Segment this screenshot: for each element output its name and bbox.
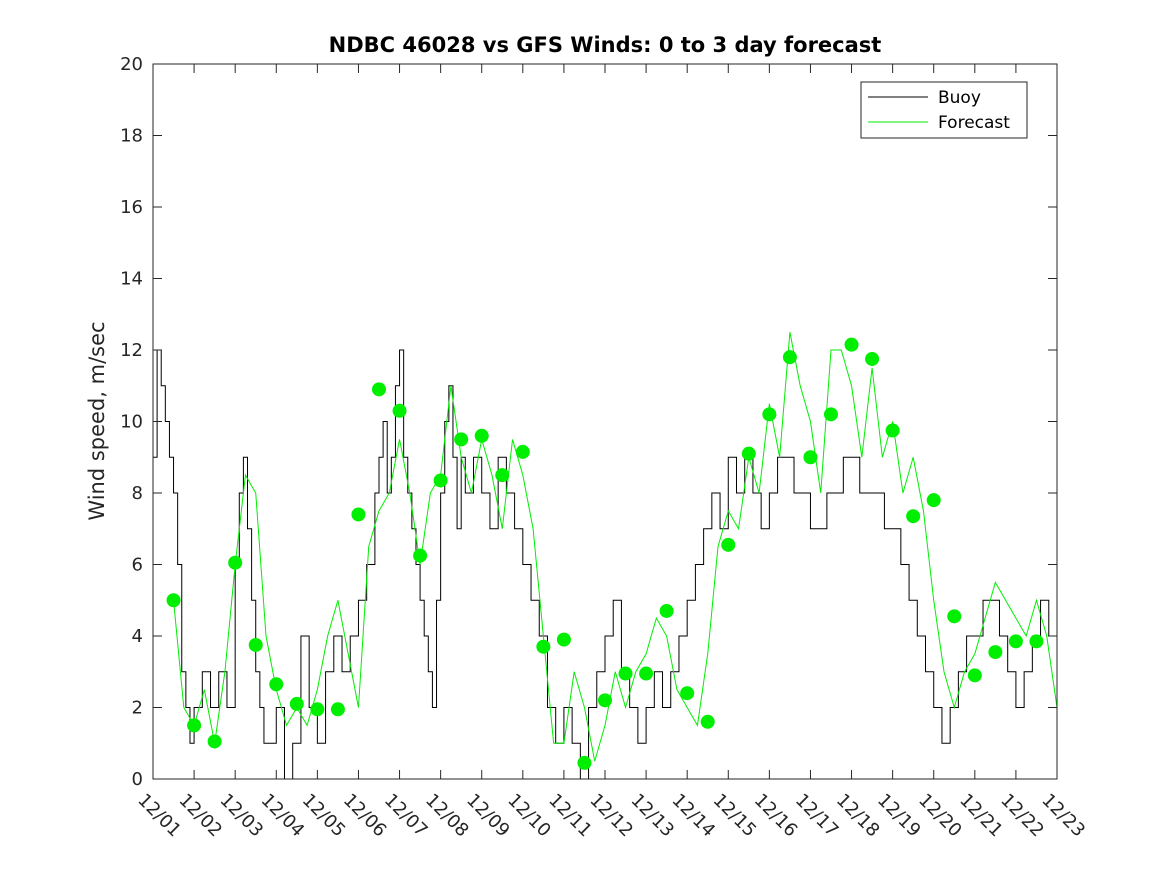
forecast-point	[536, 639, 551, 654]
forecast-point	[680, 686, 695, 701]
chart-title: NDBC 46028 vs GFS Winds: 0 to 3 day fore…	[329, 33, 882, 57]
forecast-point	[433, 473, 448, 488]
forecast-point	[885, 423, 900, 438]
forecast-point	[967, 668, 982, 683]
forecast-point	[639, 666, 654, 681]
y-tick-label: 8	[132, 483, 143, 504]
forecast-point	[248, 637, 263, 652]
forecast-point	[700, 714, 715, 729]
forecast-point	[207, 734, 222, 749]
forecast-point	[741, 446, 756, 461]
forecast-point	[824, 407, 838, 422]
y-tick-label: 0	[132, 769, 143, 790]
y-tick-label: 18	[120, 126, 143, 147]
forecast-point	[372, 382, 386, 397]
y-tick-label: 4	[132, 626, 143, 647]
forecast-point	[392, 403, 407, 418]
forecast-point	[310, 702, 325, 717]
forecast-point	[1008, 634, 1023, 649]
y-tick-label: 14	[120, 269, 143, 290]
marker-layer	[166, 337, 1044, 770]
forecast-point	[269, 677, 284, 692]
forecast-point	[926, 493, 941, 508]
forecast-point	[289, 696, 304, 711]
forecast-point	[495, 468, 510, 483]
forecast-point	[762, 407, 777, 422]
legend-box	[860, 81, 1028, 139]
y-tick-label: 16	[120, 197, 143, 218]
legend-forecast-label: Forecast	[938, 113, 1010, 133]
forecast-point	[228, 555, 243, 570]
forecast-point	[844, 337, 859, 352]
forecast-point	[721, 537, 736, 552]
y-tick-label: 20	[120, 54, 143, 75]
legend: Buoy Forecast	[860, 81, 1028, 139]
y-tick-label: 6	[132, 555, 143, 576]
forecast-point	[351, 507, 366, 522]
forecast-point	[413, 548, 428, 563]
legend-buoy-label: Buoy	[938, 88, 981, 108]
forecast-point	[947, 609, 962, 624]
forecast-point	[988, 645, 1003, 660]
y-tick-label: 10	[120, 412, 143, 433]
forecast-point	[556, 632, 571, 647]
forecast-point	[166, 593, 181, 608]
forecast-point	[474, 428, 489, 443]
y-tick-label: 12	[120, 340, 143, 361]
forecast-point	[865, 351, 880, 366]
forecast-point	[1029, 634, 1044, 649]
forecast-point	[515, 444, 530, 459]
forecast-point	[803, 450, 818, 465]
forecast-point	[454, 432, 469, 447]
y-ticks: 0 2 4 6 8 10 12 14 16 18 20	[120, 54, 1057, 790]
forecast-point	[618, 666, 633, 681]
forecast-point	[906, 509, 921, 524]
forecast-point	[598, 693, 612, 708]
forecast-line	[173, 332, 1058, 762]
y-tick-label: 2	[132, 698, 143, 719]
forecast-point	[659, 603, 674, 618]
forecast-point	[782, 350, 797, 365]
forecast-point	[330, 702, 345, 717]
forecast-point	[577, 755, 592, 770]
forecast-point	[187, 718, 202, 733]
y-axis-label: Wind speed, m/sec	[85, 321, 109, 520]
